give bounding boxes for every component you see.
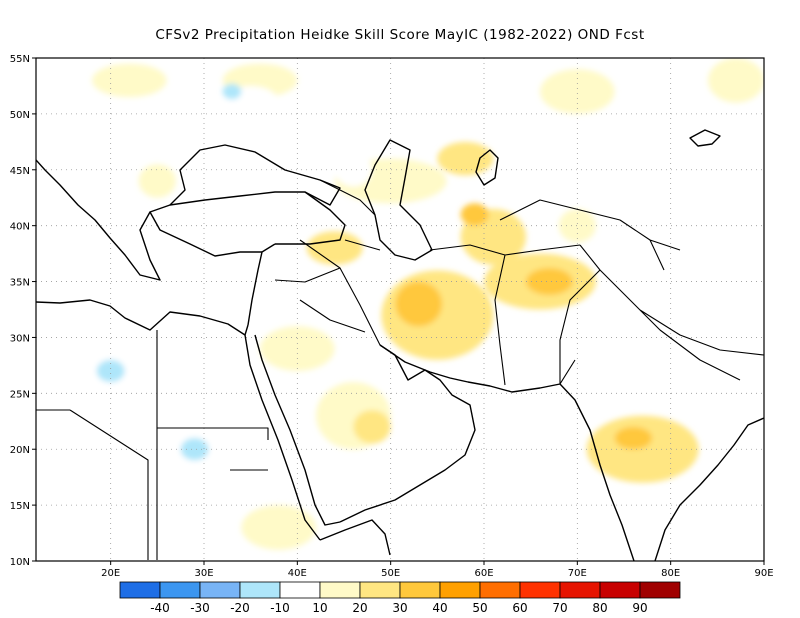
colorbar-swatch <box>319 581 361 599</box>
colorbar-label: -40 <box>150 601 170 615</box>
lat-tick-label: 35N <box>10 278 30 289</box>
skill-region <box>166 376 204 411</box>
map-frame <box>35 57 765 562</box>
colorbar-swatch <box>239 581 281 599</box>
colorbar-label: -10 <box>270 601 290 615</box>
arabia-west-coastline <box>254 334 341 526</box>
skill-region <box>526 268 573 295</box>
lat-tick-label: 10N <box>10 557 30 568</box>
map-axes: 20E 30E 40E 50E 60E 70E 80E 90E 10N 15N 20N 25N 30N 3… <box>10 54 774 579</box>
levant-coastline <box>247 243 276 326</box>
colorbar-label: 90 <box>632 601 647 615</box>
skill-region <box>708 58 764 103</box>
colorbar-label: 40 <box>432 601 447 615</box>
colorbar-swatch <box>559 581 601 599</box>
colorbar-label: 10 <box>312 601 327 615</box>
coastlines-and-borders <box>36 129 764 561</box>
lon-tick-label: 90E <box>754 568 773 579</box>
country-borders <box>36 179 764 560</box>
aral-sea-coastline <box>475 149 499 186</box>
colorbar-swatch <box>479 581 521 599</box>
skill-region <box>605 544 680 561</box>
skill-region <box>73 482 167 528</box>
colorbar-label: 60 <box>512 601 527 615</box>
lat-tick-label: 50N <box>10 110 30 121</box>
skill-region <box>36 58 74 103</box>
india-west-coastline <box>559 383 635 561</box>
skill-region <box>222 83 242 100</box>
skill-region <box>680 180 736 226</box>
lon-tick-label: 80E <box>661 568 680 579</box>
north-africa-coastline <box>36 299 249 336</box>
lat-tick-label: 30N <box>10 333 30 344</box>
colorbar-label: 80 <box>592 601 607 615</box>
skill-region <box>353 410 391 444</box>
skill-region <box>586 382 624 405</box>
skill-region <box>395 281 442 327</box>
colorbar-swatch <box>519 581 561 599</box>
lon-tick-label: 50E <box>381 568 400 579</box>
colorbar-swatch <box>199 581 241 599</box>
lon-tick-label: 30E <box>194 568 213 579</box>
lat-tick-label: 15N <box>10 501 30 512</box>
skill-region <box>437 141 494 176</box>
skill-region <box>558 208 596 243</box>
skill-region <box>586 415 699 483</box>
red-sea-west-coastline <box>244 334 321 541</box>
skill-region <box>540 69 615 114</box>
colorbar-label: -20 <box>230 601 250 615</box>
page-title: CFSv2 Precipitation Heidke Skill Score M… <box>155 27 645 43</box>
colorbar-label: 20 <box>352 601 367 615</box>
colorbar-swatch <box>399 581 441 599</box>
skill-region <box>36 315 74 360</box>
lake-balkhash-coastline <box>689 129 721 147</box>
skill-region <box>92 63 167 98</box>
lat-tick-label: 40N <box>10 222 30 233</box>
skill-region <box>138 164 176 198</box>
india-east-coastline <box>654 417 764 561</box>
skill-region <box>96 359 125 383</box>
skill-region <box>614 426 652 450</box>
arabia-south-east-coastline <box>339 344 476 523</box>
skill-region <box>460 203 489 226</box>
colorbar-label: -30 <box>190 601 210 615</box>
skill-region <box>180 438 209 461</box>
lat-tick-label: 25N <box>10 389 30 400</box>
colorbar-label: 70 <box>552 601 567 615</box>
skill-region <box>334 153 373 187</box>
colorbar: -40 -30 -20 -10 10 20 30 40 50 60 70 80 90 <box>119 581 681 615</box>
colorbar-swatch <box>639 581 681 599</box>
colorbar-swatch <box>279 581 321 599</box>
colorbar-label: 50 <box>472 601 487 615</box>
colorbar-swatch <box>119 581 161 599</box>
balkans-coastline <box>36 159 161 281</box>
black-sea-coastline <box>169 144 341 206</box>
lat-tick-label: 20N <box>10 445 30 456</box>
colorbar-label: 30 <box>392 601 407 615</box>
anatolia-coastline <box>149 191 346 257</box>
horn-of-africa-coastline <box>319 519 391 556</box>
skill-region <box>708 281 764 327</box>
colorbar-swatch <box>359 581 401 599</box>
colorbar-swatch <box>439 581 481 599</box>
lat-tick-label: 55N <box>10 54 30 65</box>
lon-tick-label: 40E <box>288 568 307 579</box>
skill-region <box>241 505 316 550</box>
lon-tick-label: 70E <box>568 568 587 579</box>
colorbar-swatch <box>159 581 201 599</box>
colorbar-swatch <box>599 581 641 599</box>
persian-gulf-coastline <box>379 344 561 393</box>
skill-score-field <box>36 58 764 561</box>
skill-region <box>306 231 363 265</box>
lon-tick-label: 20E <box>101 568 120 579</box>
skill-region <box>36 493 92 561</box>
lat-tick-label: 45N <box>10 166 30 177</box>
skill-region <box>484 337 540 383</box>
lon-tick-label: 60E <box>474 568 493 579</box>
